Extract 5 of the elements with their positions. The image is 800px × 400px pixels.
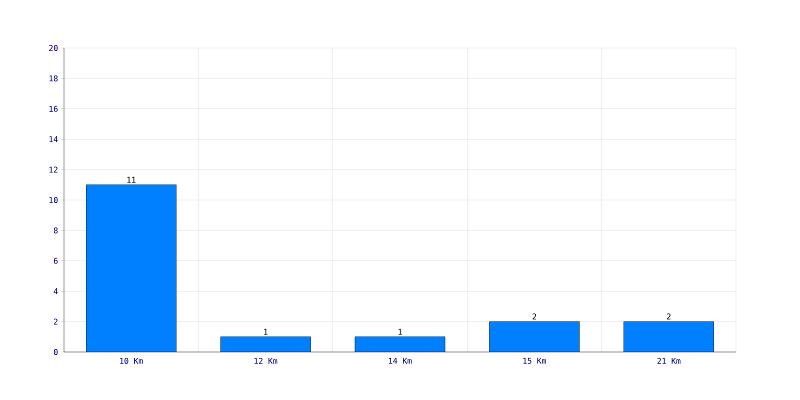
bar bbox=[86, 184, 176, 352]
bar bbox=[354, 336, 446, 352]
bar bbox=[489, 322, 580, 352]
bar bbox=[624, 321, 714, 352]
bar bbox=[220, 336, 311, 352]
